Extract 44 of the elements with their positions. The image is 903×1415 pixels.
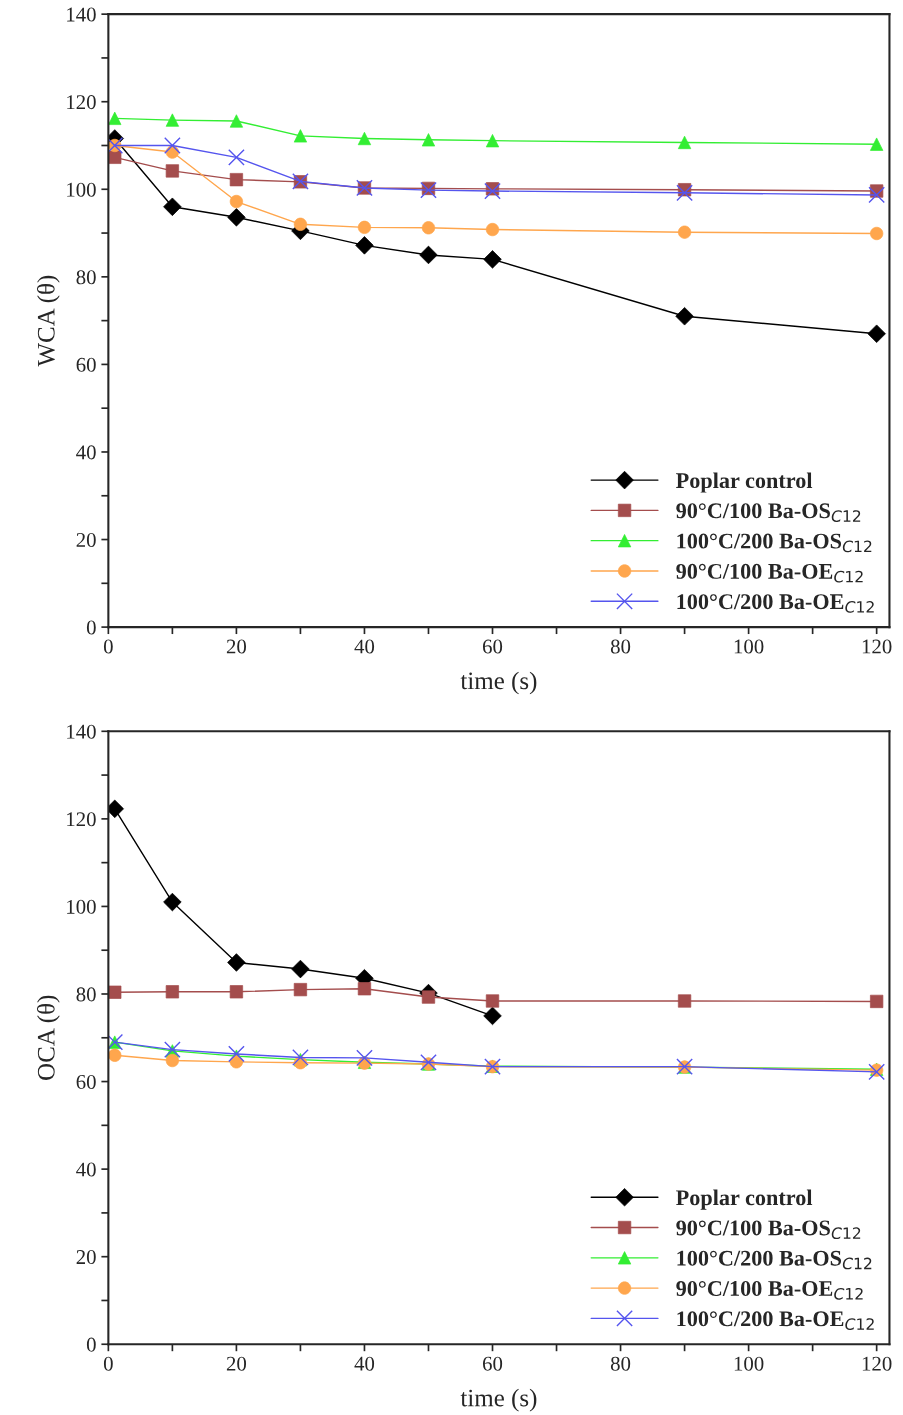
- x-tick-label: 40: [354, 639, 375, 654]
- x-tick-label: 60: [482, 1356, 503, 1371]
- y-axis-title: OCA (θ): [36, 995, 60, 1080]
- x-tick-label: 100: [734, 639, 764, 654]
- x-tick-label: 0: [103, 1356, 113, 1371]
- x-tick-label: 40: [354, 1356, 375, 1371]
- y-tick-label: 60: [76, 357, 96, 372]
- x-tick-label: 0: [103, 639, 113, 654]
- y-tick-label: 100: [67, 182, 96, 197]
- x-tick-label: 80: [610, 639, 631, 654]
- x-axis-title: time (s): [460, 671, 537, 695]
- legend-label: 100°C/200 Ba-OS$_{C12}$: [677, 533, 872, 553]
- x-tick-label: 80: [610, 1356, 631, 1371]
- y-tick-label: 120: [67, 95, 96, 110]
- y-tick-label: 0: [86, 1337, 96, 1352]
- x-tick-label: 20: [226, 1356, 247, 1371]
- legend-label: 90°C/100 Ba-OS$_{C12}$: [676, 503, 861, 522]
- y-tick-label: 140: [67, 724, 96, 739]
- y-tick-label: 140: [67, 7, 96, 22]
- y-tick-label: 100: [67, 899, 96, 914]
- legend-label: 100°C/200 Ba-OE$_{C12}$: [677, 594, 874, 613]
- legend-label: 90°C/100 Ba-OE$_{C12}$: [676, 1281, 863, 1300]
- y-tick-label: 20: [76, 532, 96, 547]
- legend-label: Poplar control: [676, 1189, 813, 1210]
- x-tick-label: 60: [482, 639, 503, 654]
- x-tick-label: 120: [862, 1356, 892, 1371]
- y-tick-label: 80: [76, 987, 96, 1002]
- legend-label: Poplar control: [676, 472, 813, 493]
- legend-label: 100°C/200 Ba-OS$_{C12}$: [677, 1250, 872, 1270]
- legend-label: 90°C/100 Ba-OS$_{C12}$: [676, 1220, 861, 1240]
- y-tick-label: 60: [76, 1074, 96, 1089]
- y-tick-label: 20: [76, 1250, 96, 1265]
- y-tick-label: 40: [76, 1162, 96, 1177]
- y-tick-label: 0: [86, 620, 96, 635]
- y-axis-title: WCA (θ): [36, 275, 60, 367]
- legend-label: 100°C/200 Ba-OE$_{C12}$: [677, 1311, 874, 1330]
- y-tick-label: 80: [76, 270, 96, 285]
- x-tick-label: 120: [862, 639, 892, 654]
- x-axis-title: time (s): [460, 1388, 537, 1412]
- x-tick-label: 20: [226, 639, 247, 654]
- y-tick-label: 120: [67, 812, 96, 827]
- y-tick-label: 40: [76, 445, 96, 460]
- x-tick-label: 100: [734, 1356, 764, 1371]
- legend-label: 90°C/100 Ba-OE$_{C12}$: [676, 563, 863, 583]
